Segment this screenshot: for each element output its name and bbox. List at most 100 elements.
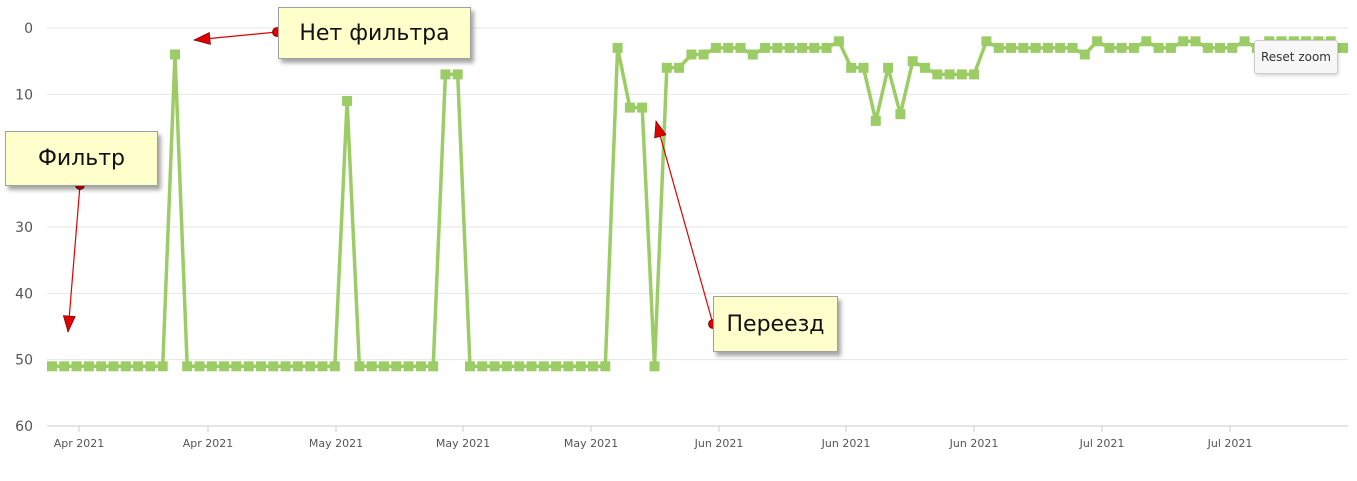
data-point xyxy=(403,361,414,372)
data-point xyxy=(698,49,709,60)
annotation-filter: Фильтр xyxy=(5,131,158,186)
data-point xyxy=(108,361,119,372)
data-point xyxy=(206,361,217,372)
y-tick-label: 30 xyxy=(15,220,33,236)
annotation-no-filter-label: Нет фильтра xyxy=(299,20,450,46)
data-point xyxy=(317,361,328,372)
data-point xyxy=(907,56,918,67)
grid-lines xyxy=(47,27,1348,427)
y-tick-label: 40 xyxy=(15,286,33,302)
data-point xyxy=(1104,42,1115,53)
data-point xyxy=(391,361,402,372)
data-point xyxy=(932,69,943,80)
data-point xyxy=(993,42,1004,53)
x-tick-label: May 2021 xyxy=(309,437,363,450)
x-tick-label: Apr 2021 xyxy=(183,437,234,450)
data-point xyxy=(194,361,205,372)
data-point xyxy=(514,361,525,372)
data-point xyxy=(563,361,574,372)
x-tick-label: May 2021 xyxy=(436,437,490,450)
data-point xyxy=(538,361,549,372)
data-point xyxy=(649,361,660,372)
annotation-no-filter: Нет фильтра xyxy=(278,7,471,59)
data-point xyxy=(661,62,672,73)
data-point xyxy=(1079,49,1090,60)
data-point xyxy=(342,96,353,106)
data-point xyxy=(489,361,500,372)
data-point xyxy=(145,361,156,372)
data-point xyxy=(833,36,844,47)
data-point xyxy=(170,49,180,60)
data-point xyxy=(1042,42,1053,53)
data-point xyxy=(354,361,365,372)
data-point xyxy=(526,361,537,372)
data-point xyxy=(219,361,230,372)
reset-zoom-button[interactable]: Reset zoom xyxy=(1254,40,1338,74)
y-tick-label: 0 xyxy=(24,21,33,37)
data-point xyxy=(59,361,70,372)
data-point xyxy=(47,361,57,372)
data-point xyxy=(920,62,930,73)
data-point xyxy=(440,69,451,80)
data-point xyxy=(686,49,697,60)
arrow-head xyxy=(193,32,211,45)
data-point xyxy=(1202,42,1213,53)
data-point xyxy=(772,42,783,53)
data-point xyxy=(1153,42,1164,53)
y-tick-label: 60 xyxy=(15,419,33,435)
data-point xyxy=(747,49,758,60)
annotation-filter-label: Фильтр xyxy=(37,146,126,171)
data-point xyxy=(821,42,832,53)
data-point xyxy=(465,361,475,372)
data-point xyxy=(366,361,377,372)
data-point xyxy=(133,361,144,372)
series-markers xyxy=(47,36,1348,372)
y-tick-label: 10 xyxy=(15,87,33,103)
data-point xyxy=(1178,36,1189,47)
arrow-line xyxy=(655,120,714,325)
data-point xyxy=(944,69,955,80)
data-point xyxy=(452,69,463,80)
arrow-head xyxy=(654,120,667,139)
data-point xyxy=(674,62,685,73)
x-tick-label: Jun 2021 xyxy=(949,437,999,450)
arrow-line xyxy=(67,184,81,333)
data-point xyxy=(969,69,980,80)
x-tick-label: Jun 2021 xyxy=(694,437,744,450)
data-point xyxy=(624,102,635,113)
data-point xyxy=(1030,42,1041,53)
y-axis: 0 10 30 40 50 60 xyxy=(15,21,33,435)
data-point xyxy=(157,361,168,372)
x-tick-label: Jul 2021 xyxy=(1207,437,1253,450)
arrow-no-filter xyxy=(193,27,282,45)
data-point xyxy=(956,69,967,80)
data-point xyxy=(428,361,439,372)
data-point xyxy=(1129,42,1139,53)
data-point xyxy=(120,361,131,372)
data-point xyxy=(415,361,426,372)
data-point xyxy=(612,42,623,53)
data-point xyxy=(809,42,820,53)
x-tick-label: Apr 2021 xyxy=(54,437,105,450)
data-point xyxy=(1215,42,1225,53)
data-point xyxy=(637,102,648,113)
data-point xyxy=(477,361,488,372)
y-tick-label: 50 xyxy=(15,353,33,369)
data-point xyxy=(71,361,82,372)
data-point xyxy=(1006,42,1016,53)
data-point xyxy=(600,361,611,372)
data-point xyxy=(1141,36,1152,47)
data-point xyxy=(1227,42,1238,53)
data-point xyxy=(760,42,771,53)
data-point xyxy=(1239,36,1250,47)
data-point xyxy=(858,62,869,73)
data-point xyxy=(883,62,894,73)
data-point xyxy=(1165,42,1176,53)
data-point xyxy=(379,361,389,372)
data-point xyxy=(268,361,279,372)
annotation-move-label: Переезд xyxy=(726,311,825,337)
annotation-move: Переезд xyxy=(713,296,838,352)
data-point xyxy=(551,361,562,372)
series-line xyxy=(52,39,1344,369)
annotation-arrows xyxy=(62,27,718,333)
